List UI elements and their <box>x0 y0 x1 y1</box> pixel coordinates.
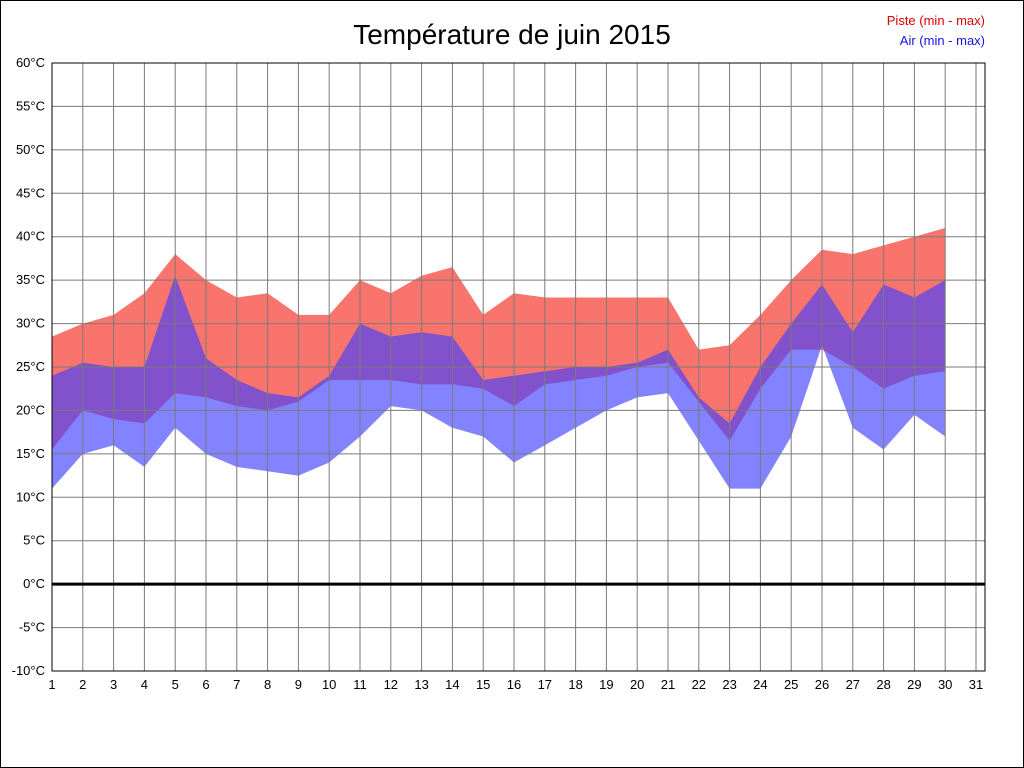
x-axis-tick-label: 11 <box>353 677 367 692</box>
x-axis-tick-label: 12 <box>384 677 398 692</box>
y-axis-tick-label: -5°C <box>19 620 45 635</box>
piste-band <box>52 228 946 450</box>
y-axis-tick-label: 25°C <box>16 359 45 374</box>
y-axis-tick-label: 55°C <box>16 98 45 113</box>
y-axis-tick-label: 40°C <box>16 229 45 244</box>
y-axis-tick-label: 20°C <box>16 402 45 417</box>
x-axis-tick-label: 14 <box>445 677 459 692</box>
x-axis-tick-label: 24 <box>753 677 767 692</box>
y-axis-tick-label: 10°C <box>16 489 45 504</box>
y-axis-tick-label: 0°C <box>23 576 45 591</box>
x-axis-tick-label: 2 <box>79 677 86 692</box>
air-band <box>52 275 946 489</box>
y-axis-tick-label: 50°C <box>16 142 45 157</box>
x-axis-tick-label: 26 <box>815 677 829 692</box>
legend: Piste (min - max) Air (min - max) <box>887 11 985 51</box>
x-axis-tick-label: 20 <box>630 677 644 692</box>
x-axis-tick-label: 16 <box>507 677 521 692</box>
y-axis-tick-label: 60°C <box>16 55 45 70</box>
x-axis-tick-label: 1 <box>48 677 55 692</box>
legend-item-piste: Piste (min - max) <box>886 13 985 28</box>
x-axis-tick-label: 9 <box>295 677 302 692</box>
x-axis-tick-label: 13 <box>414 677 428 692</box>
x-axis-tick-label: 29 <box>907 677 921 692</box>
legend-item-air: Air (min - max) <box>899 33 985 48</box>
x-axis-tick-label: 23 <box>722 677 736 692</box>
x-axis-tick-label: 25 <box>784 677 798 692</box>
x-axis-tick-label: 31 <box>969 677 983 692</box>
x-axis-tick-label: 19 <box>599 677 613 692</box>
x-axis-tick-label: 8 <box>264 677 271 692</box>
x-axis-tick-label: 7 <box>233 677 240 692</box>
y-axis-tick-label: 5°C <box>23 533 45 548</box>
x-axis-tick-label: 30 <box>938 677 952 692</box>
x-axis-tick-label: 28 <box>876 677 890 692</box>
x-axis-tick-label: 6 <box>202 677 209 692</box>
y-axis-tick-label: 30°C <box>16 316 45 331</box>
x-axis-tick-label: 21 <box>661 677 675 692</box>
y-axis-tick-label: 45°C <box>16 185 45 200</box>
chart-title: Température de juin 2015 <box>353 19 671 50</box>
x-axis-tick-label: 15 <box>476 677 490 692</box>
y-axis-tick-label: 35°C <box>16 272 45 287</box>
x-axis-tick-label: 4 <box>141 677 148 692</box>
y-axis-tick-label: -10°C <box>12 663 45 678</box>
x-axis-tick-label: 27 <box>846 677 860 692</box>
x-axis-tick-label: 3 <box>110 677 117 692</box>
x-axis-tick-label: 17 <box>538 677 552 692</box>
y-axis-tick-label: 15°C <box>16 446 45 461</box>
x-axis-tick-label: 5 <box>172 677 179 692</box>
x-axis-tick-label: 18 <box>568 677 582 692</box>
x-axis-tick-label: 10 <box>322 677 336 692</box>
x-axis-tick-label: 22 <box>692 677 706 692</box>
plot-border <box>51 62 986 672</box>
